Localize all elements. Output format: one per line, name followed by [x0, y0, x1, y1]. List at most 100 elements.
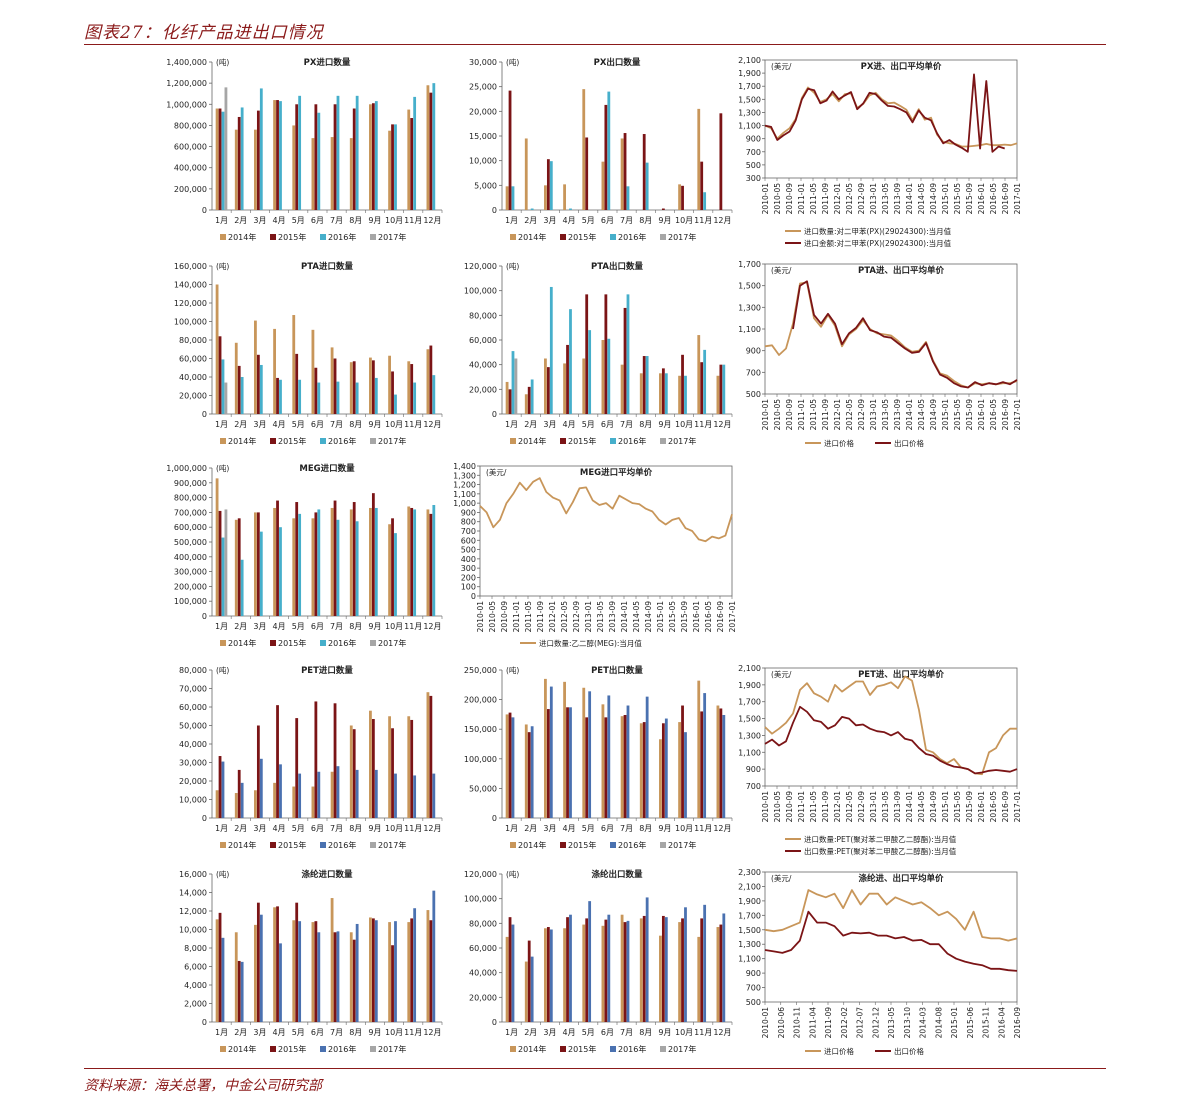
bar: [582, 924, 586, 1022]
x-tick-label: 1月: [505, 824, 518, 833]
bar: [256, 902, 260, 1022]
bar: [391, 518, 394, 616]
y-tick-label: 1,700: [738, 260, 761, 269]
x-tick-label: 7月: [620, 824, 633, 833]
x-tick-label: 3月: [543, 216, 556, 225]
x-tick-label: 2010-01: [761, 1007, 770, 1039]
x-tick-label: 2012-05: [845, 791, 854, 823]
legend-swatch: [270, 1046, 276, 1052]
x-tick-label: 9月: [658, 824, 671, 833]
bar: [254, 512, 257, 616]
bar: [349, 509, 353, 616]
bar: [413, 775, 417, 818]
legend-swatch: [510, 234, 516, 240]
bar: [394, 124, 397, 210]
bar: [432, 505, 436, 616]
bar: [410, 918, 414, 1022]
legend-label: 进口价格: [824, 1046, 854, 1056]
x-tick-label: 8月: [349, 216, 362, 225]
bar: [234, 932, 238, 1022]
pta_price-svg: 500 700 900 1,100 1,300 1,500 1,700 (美元/PTA进、出口…: [738, 260, 1022, 448]
bar: [530, 726, 534, 818]
bar: [352, 502, 356, 616]
y-tick-label: 1,000,000: [166, 464, 207, 473]
legend-swatch: [660, 438, 666, 444]
x-tick-label: 2016-01: [977, 183, 986, 215]
y-tick-label: 100,000: [464, 895, 497, 904]
bar: [273, 507, 276, 616]
x-tick-label: 2013-05: [887, 1007, 896, 1039]
legend-label: 出口价格: [894, 1046, 924, 1056]
bar: [352, 108, 356, 210]
px_import-svg: 0 200,000 400,000 600,000 800,000 1,000,000 1,…: [166, 57, 443, 242]
x-tick-label: 2010-06: [777, 1007, 786, 1039]
legend-swatch: [370, 438, 376, 444]
x-tick-label: 8月: [349, 622, 362, 631]
x-tick-label: 10月: [675, 216, 693, 225]
x-tick-label: 2013-01: [869, 399, 878, 431]
legend-swatch: [610, 438, 616, 444]
bar: [413, 96, 417, 210]
x-tick-label: 2015-09: [965, 183, 974, 215]
bar: [298, 773, 302, 818]
bar: [314, 104, 318, 210]
bar: [394, 921, 397, 1022]
y-tick-label: 1,900: [738, 69, 761, 78]
bar: [292, 518, 296, 616]
y-tick-label: 1,400,000: [166, 58, 207, 67]
unit-label: (吨): [506, 57, 519, 67]
bar: [511, 717, 515, 818]
y-tick-label: 80,000: [179, 336, 207, 345]
x-tick-label: 2015-09: [965, 399, 974, 431]
y-tick-label: 700: [746, 368, 761, 377]
legend-swatch: [320, 842, 326, 848]
x-tick-label: 2010-09: [785, 791, 794, 823]
x-tick-label: 9月: [368, 216, 381, 225]
bar: [524, 138, 528, 210]
bar: [426, 910, 430, 1022]
unit-label: (吨): [216, 261, 229, 271]
bar: [221, 761, 225, 818]
bar: [623, 133, 627, 210]
y-tick-label: 10,000: [469, 157, 497, 166]
y-tick-label: 500: [746, 161, 761, 170]
x-tick-label: 8月: [639, 420, 652, 429]
x-tick-label: 4月: [563, 216, 576, 225]
bar: [684, 732, 687, 818]
x-tick-label: 2017-01: [1013, 791, 1022, 823]
bar: [566, 707, 569, 818]
bar: [237, 365, 241, 414]
x-tick-label: 2014-03: [919, 1007, 928, 1039]
y-tick-label: 900: [461, 508, 476, 517]
pta_import-svg: 0 20,000 40,000 60,000 80,000 100,000 120,000 1…: [174, 261, 443, 446]
bar: [719, 364, 723, 414]
pet-import-chart: 0 10,000 20,000 30,000 40,000 50,000 60,000 70,…: [150, 660, 450, 860]
bar: [279, 943, 282, 1022]
legend-swatch: [610, 1046, 616, 1052]
bar: [413, 509, 417, 616]
meg-price-chart: 0 100 200 300 400 500 600 700 800 900 1,000 1,100 1,…: [440, 458, 740, 658]
bar: [349, 932, 353, 1022]
bar: [642, 356, 646, 414]
bar: [664, 373, 668, 414]
legend-label: 进口数量:PET(聚对苯二甲酸乙二醇酯):当月值: [804, 834, 957, 844]
bar: [369, 917, 372, 1022]
bar: [607, 338, 611, 414]
bar: [429, 920, 433, 1022]
x-tick-label: 2011-04: [808, 1007, 817, 1039]
bar: [508, 389, 512, 414]
y-tick-label: 200,000: [464, 696, 497, 705]
x-tick-label: 2014-05: [632, 601, 641, 633]
legend-swatch: [320, 1046, 326, 1052]
y-tick-label: 25,000: [469, 83, 497, 92]
x-tick-label: 2016-05: [989, 791, 998, 823]
x-tick-label: 12月: [423, 420, 441, 429]
x-tick-label: 2014-09: [929, 399, 938, 431]
y-tick-label: 5,000: [474, 181, 497, 190]
bar: [659, 935, 662, 1022]
x-tick-label: 2月: [234, 420, 247, 429]
bar: [505, 936, 509, 1022]
x-tick-label: 2016-09: [1001, 791, 1010, 823]
x-tick-label: 2011-09: [821, 399, 830, 431]
pet_import-svg: 0 10,000 20,000 30,000 40,000 50,000 60,000 70,…: [179, 665, 443, 850]
